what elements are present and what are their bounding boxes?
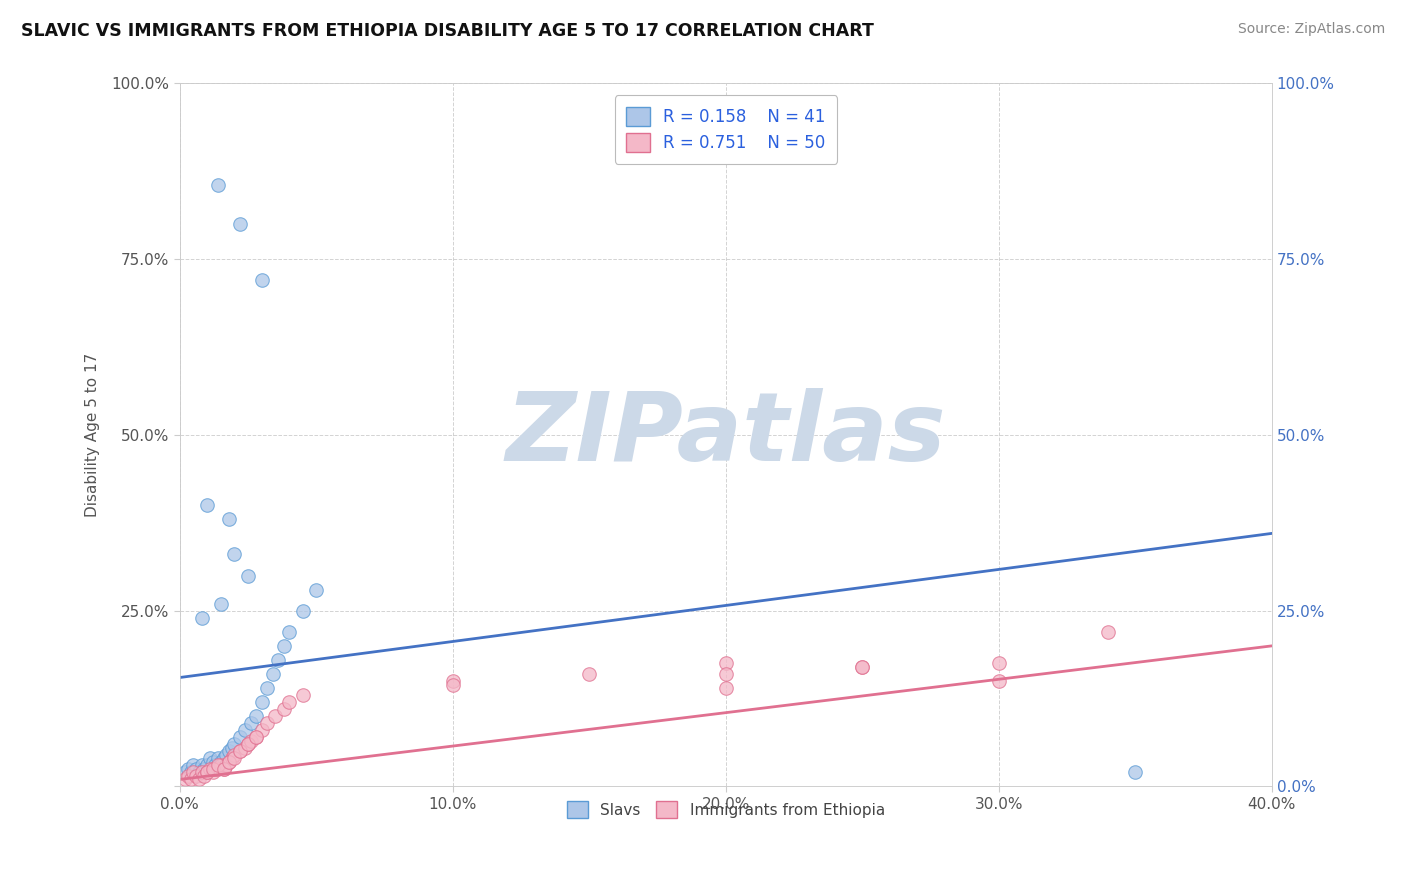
Text: ZIPatlas: ZIPatlas	[506, 388, 946, 482]
Point	[201, 762, 224, 776]
Point	[207, 758, 229, 772]
Point	[177, 762, 200, 776]
Point	[987, 657, 1010, 671]
Point	[1125, 765, 1147, 780]
Point	[215, 758, 238, 772]
Point	[186, 769, 208, 783]
Point	[221, 740, 243, 755]
Point	[180, 765, 202, 780]
Point	[229, 744, 252, 758]
Point	[209, 755, 232, 769]
Point	[174, 772, 197, 787]
Point	[209, 758, 232, 772]
Point	[224, 548, 246, 562]
Point	[851, 660, 873, 674]
Point	[190, 765, 212, 780]
Point	[198, 762, 221, 776]
Point	[187, 772, 209, 787]
Point	[195, 765, 218, 780]
Point	[201, 765, 224, 780]
Point	[195, 498, 218, 512]
Point	[714, 667, 737, 681]
Point	[218, 744, 240, 758]
Point	[186, 762, 208, 776]
Point	[187, 765, 209, 780]
Point	[212, 762, 235, 776]
Point	[224, 747, 246, 762]
Point	[264, 709, 287, 723]
Point	[714, 681, 737, 695]
Point	[229, 744, 252, 758]
Point	[714, 657, 737, 671]
Point	[245, 731, 267, 745]
Point	[183, 758, 205, 772]
Point	[250, 695, 273, 709]
Point	[235, 723, 257, 738]
Point	[218, 512, 240, 526]
Text: Source: ZipAtlas.com: Source: ZipAtlas.com	[1237, 22, 1385, 37]
Point	[204, 762, 226, 776]
Point	[218, 755, 240, 769]
Point	[177, 769, 200, 783]
Point	[204, 758, 226, 772]
Point	[273, 702, 295, 716]
Point	[218, 755, 240, 769]
Point	[193, 762, 215, 776]
Point	[190, 758, 212, 772]
Point	[250, 723, 273, 738]
Point	[215, 747, 238, 762]
Point	[278, 624, 301, 639]
Point	[239, 716, 262, 731]
Point	[245, 709, 267, 723]
Point	[987, 673, 1010, 688]
Point	[207, 751, 229, 765]
Point	[201, 755, 224, 769]
Point	[193, 769, 215, 783]
Point	[207, 762, 229, 776]
Text: SLAVIC VS IMMIGRANTS FROM ETHIOPIA DISABILITY AGE 5 TO 17 CORRELATION CHART: SLAVIC VS IMMIGRANTS FROM ETHIOPIA DISAB…	[21, 22, 875, 40]
Point	[195, 765, 218, 780]
Point	[236, 737, 259, 751]
Point	[209, 597, 232, 611]
Point	[212, 751, 235, 765]
Point	[229, 731, 252, 745]
Legend: Slavs, Immigrants from Ethiopia: Slavs, Immigrants from Ethiopia	[561, 795, 891, 824]
Point	[305, 582, 328, 597]
Point	[1097, 624, 1119, 639]
Point	[235, 740, 257, 755]
Point	[291, 604, 314, 618]
Point	[441, 677, 464, 691]
Point	[262, 667, 284, 681]
Point	[245, 731, 267, 745]
Point	[278, 695, 301, 709]
Point	[224, 737, 246, 751]
Point	[221, 751, 243, 765]
Point	[229, 217, 252, 231]
Point	[198, 751, 221, 765]
Point	[291, 688, 314, 702]
Point	[256, 681, 278, 695]
Point	[207, 178, 229, 193]
Point	[239, 733, 262, 747]
Point	[236, 568, 259, 582]
Point	[236, 737, 259, 751]
Point	[267, 653, 290, 667]
Point	[195, 758, 218, 772]
Point	[212, 762, 235, 776]
Point	[250, 273, 273, 287]
Point	[174, 765, 197, 780]
Point	[273, 639, 295, 653]
Point	[190, 611, 212, 625]
Point	[224, 751, 246, 765]
Point	[180, 772, 202, 787]
Y-axis label: Disability Age 5 to 17: Disability Age 5 to 17	[86, 353, 100, 517]
Point	[256, 716, 278, 731]
Point	[441, 673, 464, 688]
Point	[851, 660, 873, 674]
Point	[183, 765, 205, 780]
Point	[578, 667, 600, 681]
